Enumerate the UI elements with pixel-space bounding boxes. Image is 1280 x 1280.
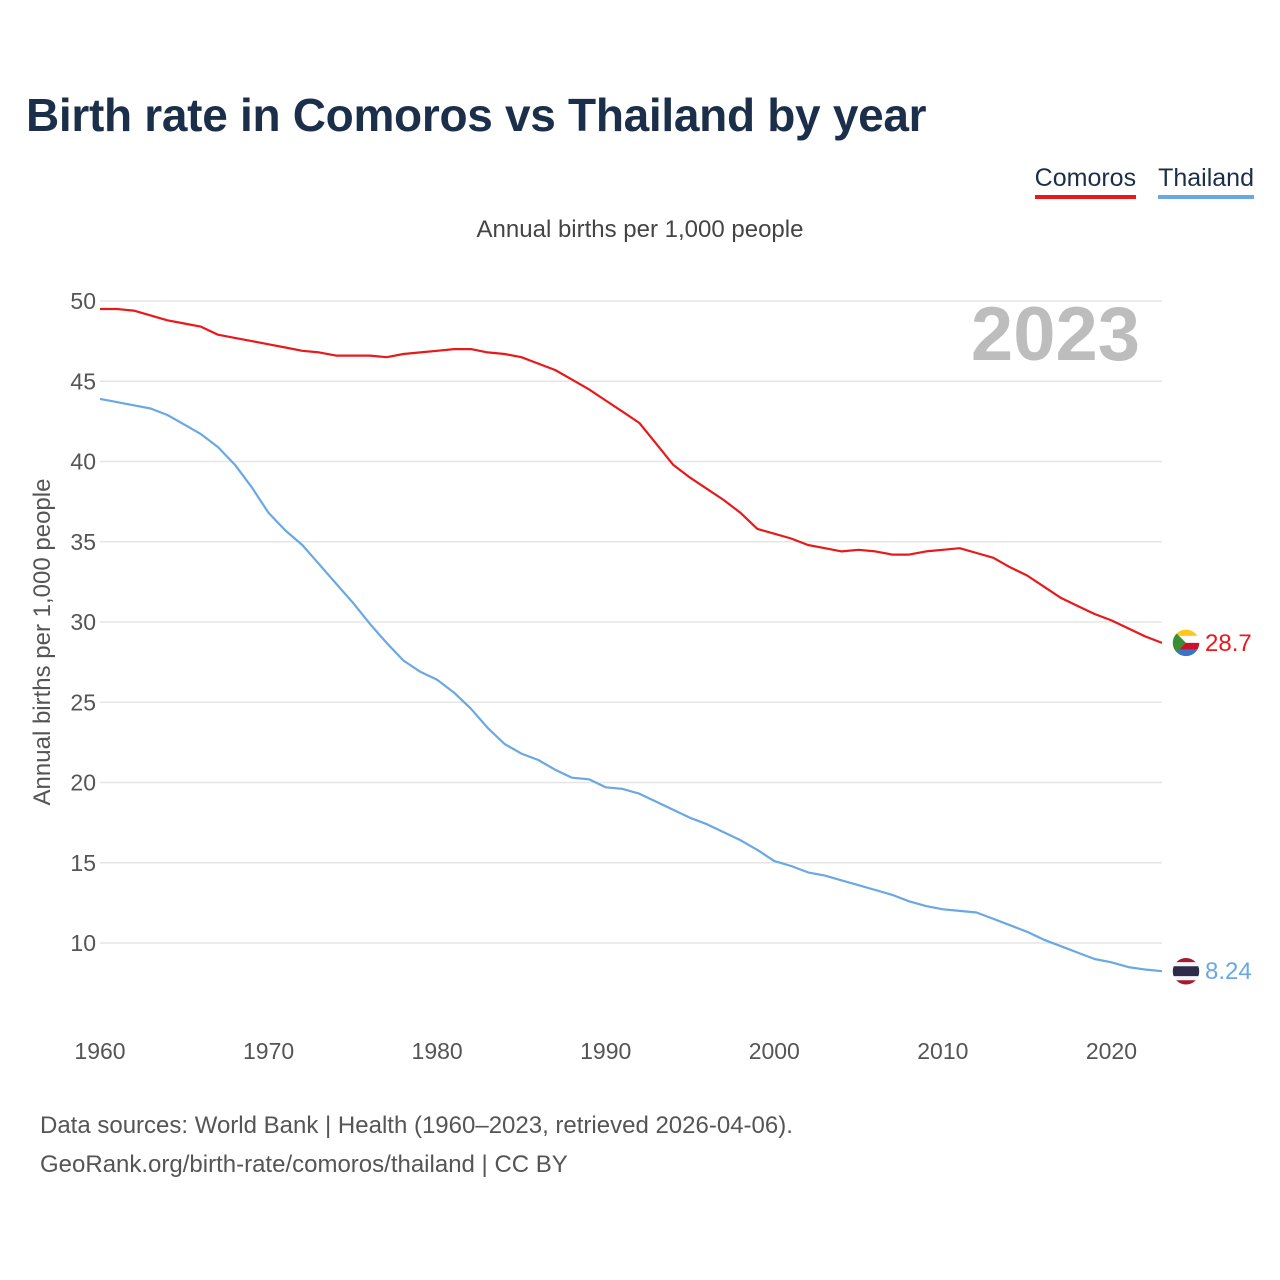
- y-tick-label: 50: [70, 288, 96, 314]
- end-value-label-comoros: 28.7: [1205, 630, 1252, 657]
- series-line-thailand: [99, 397, 1163, 973]
- legend: Comoros Thailand: [1034, 164, 1254, 199]
- x-tick-label: 2000: [749, 1038, 800, 1064]
- y-tick-label: 15: [70, 850, 96, 876]
- x-tick-label: 1970: [243, 1038, 294, 1064]
- end-value-label-thailand: 8.24: [1205, 958, 1252, 985]
- footer: Data sources: World Bank | Health (1960–…: [40, 1106, 793, 1184]
- thailand-flag-icon: [1171, 956, 1201, 986]
- year-overlay: 2023: [971, 292, 1140, 377]
- data-source-note: Data sources: World Bank | Health (1960–…: [40, 1112, 793, 1139]
- x-tick-label: 2010: [917, 1038, 968, 1064]
- x-tick-label: 1990: [580, 1038, 631, 1064]
- y-tick-label: 20: [70, 770, 96, 796]
- comoros-flag-icon: [1171, 628, 1201, 658]
- y-axis-ticks: 10 15 20 25 30 35 40 45 50: [70, 288, 96, 956]
- y-tick-label: 40: [70, 449, 96, 475]
- chart-title: Birth rate in Comoros vs Thailand by yea…: [26, 89, 927, 141]
- y-tick-label: 30: [70, 609, 96, 635]
- series-lines: [99, 307, 1163, 973]
- y-tick-label: 35: [70, 529, 96, 555]
- end-markers: 28.7 8.24: [1171, 628, 1252, 986]
- y-tick-label: 25: [70, 689, 96, 715]
- x-tick-label: 2020: [1086, 1038, 1137, 1064]
- series-line-comoros: [100, 307, 1163, 644]
- source-url: GeoRank.org/birth-rate/comoros/thailand …: [40, 1151, 568, 1178]
- legend-item-thailand[interactable]: Thailand: [1158, 164, 1254, 199]
- x-axis-ticks: 1960 1970 1980 1990 2000 2010 2020: [74, 1038, 1137, 1064]
- y-tick-label: 10: [70, 930, 96, 956]
- y-tick-label: 45: [70, 368, 96, 394]
- x-tick-label: 1980: [412, 1038, 463, 1064]
- chart-subtitle: Annual births per 1,000 people: [476, 216, 804, 243]
- x-tick-label: 1960: [74, 1038, 125, 1064]
- legend-item-comoros[interactable]: Comoros: [1034, 164, 1137, 199]
- y-axis-label: Annual births per 1,000 people: [29, 479, 56, 806]
- gridlines: [100, 300, 1162, 944]
